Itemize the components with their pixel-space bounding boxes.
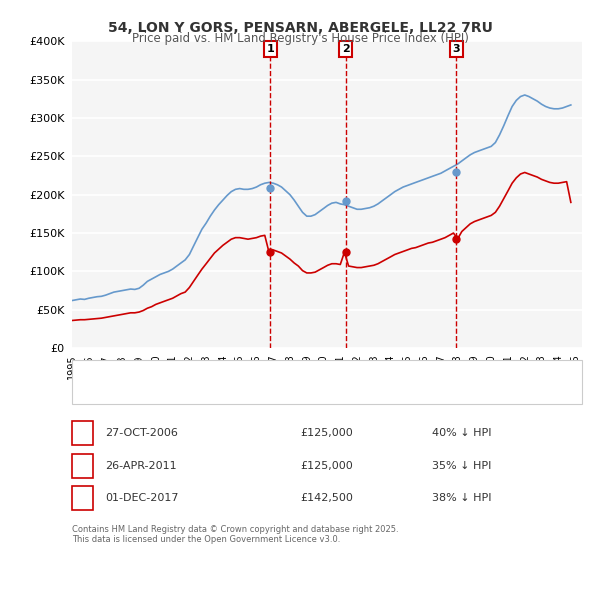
Text: 54, LON Y GORS, PENSARN, ABERGELE, LL22 7RU: 54, LON Y GORS, PENSARN, ABERGELE, LL22 … bbox=[107, 21, 493, 35]
Text: £125,000: £125,000 bbox=[300, 461, 353, 471]
Text: 27-OCT-2006: 27-OCT-2006 bbox=[105, 428, 178, 438]
Text: 26-APR-2011: 26-APR-2011 bbox=[105, 461, 176, 471]
Text: 1: 1 bbox=[79, 428, 86, 438]
Text: Contains HM Land Registry data © Crown copyright and database right 2025.
This d: Contains HM Land Registry data © Crown c… bbox=[72, 525, 398, 545]
Text: 54, LON Y GORS, PENSARN, ABERGELE, LL22 7RU (detached house): 54, LON Y GORS, PENSARN, ABERGELE, LL22 … bbox=[111, 366, 463, 376]
Text: 2: 2 bbox=[79, 461, 86, 471]
Text: 35% ↓ HPI: 35% ↓ HPI bbox=[432, 461, 491, 471]
Text: 2: 2 bbox=[341, 44, 349, 54]
Text: ——: —— bbox=[81, 365, 96, 378]
Text: 01-DEC-2017: 01-DEC-2017 bbox=[105, 493, 179, 503]
Text: HPI: Average price, detached house, Conwy: HPI: Average price, detached house, Conw… bbox=[111, 388, 339, 398]
Text: £142,500: £142,500 bbox=[300, 493, 353, 503]
Text: 3: 3 bbox=[452, 44, 460, 54]
Text: ——: —— bbox=[81, 386, 96, 399]
Text: 3: 3 bbox=[79, 493, 86, 503]
Text: 40% ↓ HPI: 40% ↓ HPI bbox=[432, 428, 491, 438]
Text: 38% ↓ HPI: 38% ↓ HPI bbox=[432, 493, 491, 503]
Text: 1: 1 bbox=[266, 44, 274, 54]
Text: Price paid vs. HM Land Registry's House Price Index (HPI): Price paid vs. HM Land Registry's House … bbox=[131, 32, 469, 45]
Text: £125,000: £125,000 bbox=[300, 428, 353, 438]
